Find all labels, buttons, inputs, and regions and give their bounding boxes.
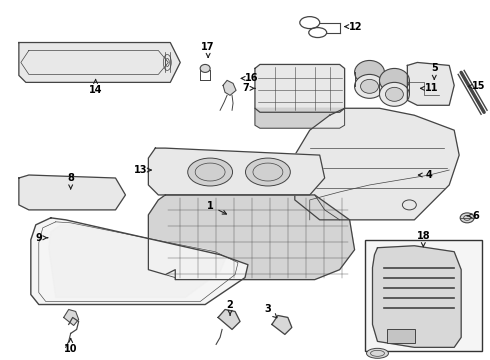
Polygon shape <box>255 64 344 112</box>
Text: 17: 17 <box>201 41 215 58</box>
Ellipse shape <box>460 213 474 223</box>
Polygon shape <box>255 108 344 128</box>
Text: 4: 4 <box>418 170 433 180</box>
Bar <box>388 329 416 343</box>
Text: 14: 14 <box>89 80 102 95</box>
Bar <box>365 240 482 351</box>
Ellipse shape <box>367 348 389 358</box>
Polygon shape <box>223 80 236 95</box>
Ellipse shape <box>379 68 409 92</box>
Text: 3: 3 <box>265 305 277 318</box>
Text: 12: 12 <box>345 22 362 32</box>
Polygon shape <box>19 175 125 210</box>
Polygon shape <box>64 310 78 325</box>
Text: 18: 18 <box>416 231 430 247</box>
Text: 10: 10 <box>64 338 77 354</box>
Polygon shape <box>31 218 248 305</box>
Polygon shape <box>49 225 225 298</box>
Polygon shape <box>272 315 292 334</box>
Polygon shape <box>19 42 180 82</box>
Ellipse shape <box>361 80 378 93</box>
Text: 15: 15 <box>468 81 486 91</box>
Ellipse shape <box>200 64 210 72</box>
Ellipse shape <box>188 158 233 186</box>
Text: 13: 13 <box>134 165 151 175</box>
Text: 2: 2 <box>227 300 233 315</box>
Ellipse shape <box>245 158 290 186</box>
Text: 1: 1 <box>207 201 226 214</box>
Polygon shape <box>148 195 355 280</box>
Polygon shape <box>218 310 240 329</box>
Ellipse shape <box>379 82 409 106</box>
Text: 11: 11 <box>420 84 438 93</box>
Text: 8: 8 <box>67 173 74 189</box>
Polygon shape <box>372 246 461 347</box>
Ellipse shape <box>355 75 385 98</box>
Text: 16: 16 <box>241 73 259 84</box>
Polygon shape <box>295 108 459 220</box>
Ellipse shape <box>355 60 385 84</box>
Text: 7: 7 <box>243 84 255 93</box>
Text: 5: 5 <box>431 63 438 80</box>
Polygon shape <box>407 62 454 105</box>
Text: 6: 6 <box>467 211 480 221</box>
Text: 9: 9 <box>35 233 48 243</box>
Polygon shape <box>148 148 325 195</box>
Ellipse shape <box>386 87 403 101</box>
